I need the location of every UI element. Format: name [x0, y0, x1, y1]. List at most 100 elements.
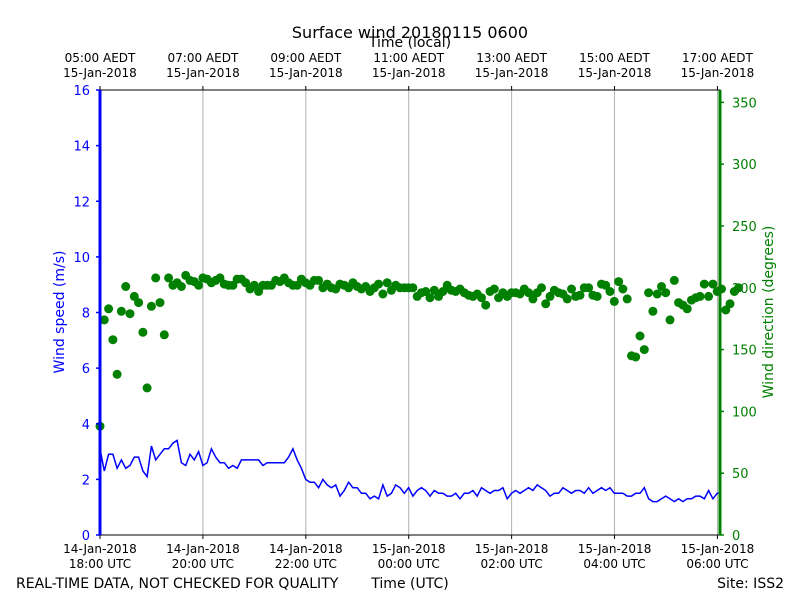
wind-direction-point	[314, 275, 324, 285]
wind-direction-point	[614, 277, 624, 287]
wind-direction-point	[382, 278, 392, 288]
bottom-tick-date: 15-Jan-2018	[578, 542, 652, 556]
wind-speed-line	[99, 439, 722, 503]
wind-direction-point	[378, 289, 388, 299]
top-tick-time: 13:00 AEDT	[476, 51, 547, 65]
left-tick-label: 12	[73, 195, 90, 210]
bottom-tick-time: 22:00 UTC	[275, 557, 337, 571]
right-tick-label: 200	[732, 282, 757, 297]
wind-direction-point	[489, 284, 499, 294]
bottom-tick-time: 06:00 UTC	[686, 557, 748, 571]
bottom-tick-date: 15-Jan-2018	[475, 542, 549, 556]
wind-direction-point	[669, 275, 679, 285]
wind-direction-point	[477, 293, 486, 303]
wind-direction-point	[425, 293, 435, 303]
bottom-tick-time: 02:00 UTC	[481, 557, 543, 571]
wind-direction-point	[176, 282, 186, 291]
left-tick-label: 2	[82, 473, 90, 488]
bottom-tick-date: 14-Jan-2018	[166, 542, 240, 556]
left-tick-label: 14	[73, 140, 90, 155]
wind-direction-point	[618, 284, 628, 294]
chart-title: Surface wind 20180115 0600	[292, 23, 528, 42]
wind-direction-point	[639, 345, 649, 355]
right-tick-label: 350	[732, 96, 757, 111]
wind-direction-point	[622, 294, 632, 304]
wind-direction-point	[374, 279, 384, 289]
top-tick-time: 11:00 AEDT	[373, 51, 444, 65]
wind-direction-point	[151, 273, 161, 283]
wind-direction-point	[116, 306, 126, 316]
top-tick-date: 15-Jan-2018	[166, 66, 240, 80]
left-tick-label: 0	[82, 529, 90, 544]
bottom-tick-time: 20:00 UTC	[172, 557, 234, 571]
plot-frame	[99, 89, 721, 536]
wind-direction-point	[108, 335, 118, 345]
left-axis-ticks: 0 2 4 6 8 10 12 14 16	[73, 84, 100, 544]
wind-direction-point	[146, 301, 156, 311]
top-tick-date: 15-Jan-2018	[372, 66, 446, 80]
bottom-tick-time: 00:00 UTC	[378, 557, 440, 571]
left-tick-label: 4	[82, 418, 90, 433]
wind-direction-point	[164, 273, 174, 283]
wind-direction-point	[104, 304, 114, 314]
right-tick-label: 300	[732, 158, 757, 173]
wind-direction-point	[125, 309, 135, 319]
wind-direction-point	[138, 327, 148, 337]
top-tick-date: 15-Jan-2018	[681, 66, 755, 80]
right-tick-label: 150	[732, 344, 757, 359]
wind-direction-point	[644, 288, 654, 298]
bottom-tick-date: 14-Jan-2018	[269, 542, 343, 556]
right-axis-label: Wind direction (degrees)	[761, 226, 777, 399]
wind-direction-point	[648, 306, 658, 316]
wind-direction-point	[159, 330, 169, 340]
wind-direction-point	[725, 299, 735, 309]
bottom-tick-time: 04:00 UTC	[583, 557, 645, 571]
top-axis-label: Time (local)	[368, 35, 451, 51]
bottom-tick-date: 14-Jan-2018	[63, 542, 137, 556]
wind-direction-point	[682, 304, 692, 314]
top-tick-date: 15-Jan-2018	[578, 66, 652, 80]
wind-direction-point	[699, 279, 709, 289]
right-tick-label: 100	[732, 405, 757, 420]
top-tick-date: 15-Jan-2018	[63, 66, 137, 80]
top-tick-time: 07:00 AEDT	[168, 51, 239, 65]
wind-direction-point	[631, 352, 641, 362]
wind-direction-point	[481, 300, 491, 310]
wind-direction-point	[695, 291, 705, 301]
quality-disclaimer: REAL-TIME DATA, NOT CHECKED FOR QUALITY	[16, 576, 339, 592]
wind-direction-point	[575, 290, 585, 300]
left-tick-label: 16	[73, 84, 90, 99]
left-tick-label: 6	[82, 362, 90, 377]
wind-direction-point	[652, 289, 662, 299]
bottom-axis-label: Time (UTC)	[370, 576, 448, 592]
left-tick-label: 8	[82, 307, 90, 322]
wind-direction-series	[95, 270, 744, 431]
top-tick-date: 15-Jan-2018	[269, 66, 343, 80]
wind-direction-point	[584, 283, 594, 293]
wind-direction-point	[567, 284, 576, 294]
right-axis-ticks: 0 50 100 150 200 250 300 350	[720, 96, 757, 544]
wind-direction-point	[134, 298, 144, 308]
top-tick-time: 09:00 AEDT	[270, 51, 341, 65]
wind-direction-point	[708, 279, 718, 289]
wind-direction-point	[704, 291, 714, 301]
wind-direction-point	[592, 291, 602, 301]
wind-direction-point	[408, 283, 418, 293]
bottom-tick-date: 15-Jan-2018	[372, 542, 446, 556]
wind-direction-point	[142, 383, 152, 393]
right-tick-label: 0	[732, 529, 740, 544]
wind-direction-point	[155, 298, 165, 308]
site-label: Site: ISS2	[717, 576, 784, 592]
wind-direction-point	[665, 315, 675, 325]
wind-direction-point	[562, 294, 572, 304]
left-tick-label: 10	[73, 251, 90, 266]
wind-direction-point	[121, 282, 131, 291]
bottom-tick-date: 15-Jan-2018	[681, 542, 755, 556]
wind-direction-point	[112, 369, 122, 379]
left-axis-label: Wind speed (m/s)	[52, 251, 68, 374]
top-tick-time: 15:00 AEDT	[579, 51, 650, 65]
top-tick-date: 15-Jan-2018	[475, 66, 549, 80]
